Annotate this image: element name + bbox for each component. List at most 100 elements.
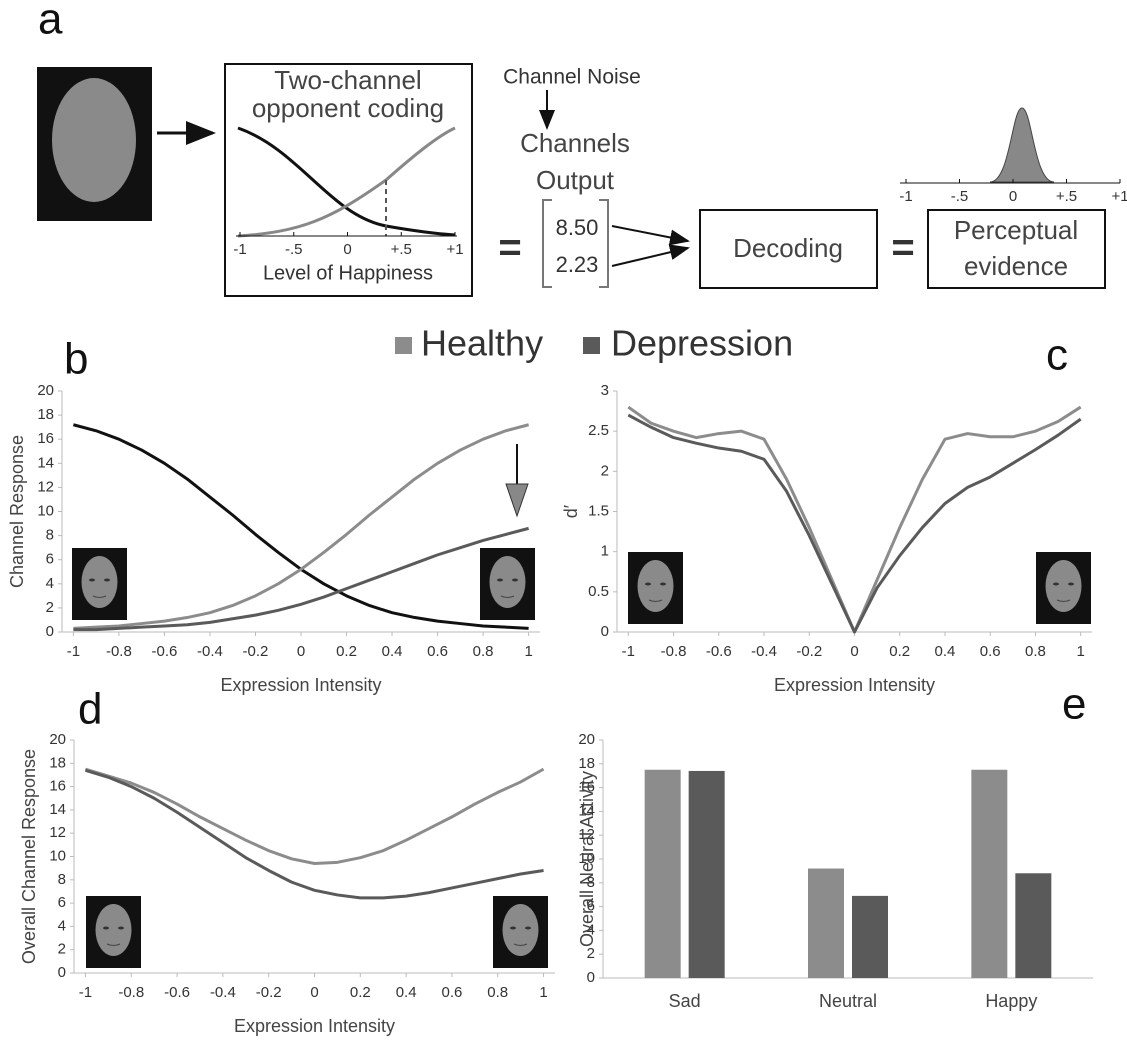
y-tick-label: 2	[587, 945, 595, 962]
x-tick-label: 0	[310, 984, 318, 1001]
x-tick-label: -1	[79, 984, 92, 1001]
y-axis-label: Overall Neural Activity	[577, 771, 597, 947]
ticks: -1 -.5 0 +.5 +1	[233, 232, 464, 258]
y-tick-label: 2	[58, 941, 66, 958]
x-tick-label: 0	[850, 643, 858, 660]
y-tick-label: 14	[37, 454, 54, 471]
decoding-label: Decoding	[733, 233, 843, 263]
y-tick-label: 12	[578, 826, 595, 843]
coding-title: opponent coding	[252, 93, 444, 123]
bar	[644, 769, 681, 978]
x-tick-label: 0.6	[427, 643, 448, 660]
legend-label: Healthy	[421, 323, 543, 364]
y-tick-label: 20	[37, 382, 54, 399]
face-thumbnail	[492, 895, 549, 969]
y-tick-label: 8	[46, 527, 54, 544]
curve	[237, 126, 456, 237]
x-tick-label: -0.2	[256, 984, 282, 1001]
x-tick-label: -0.4	[197, 643, 223, 660]
tick-label: -.5	[285, 241, 303, 258]
evidence-label: evidence	[964, 251, 1068, 281]
x-tick-label: 1	[1077, 643, 1085, 660]
x-tick-label: 0.4	[396, 984, 417, 1001]
y-tick-label: 6	[46, 551, 54, 568]
legend-swatch	[395, 337, 412, 354]
coding-xlabel: Level of Happiness	[263, 262, 433, 284]
y-tick-label: 16	[37, 430, 54, 447]
x-tick-label: -0.8	[106, 643, 132, 660]
y-axis-label: Overall Channel Response	[19, 749, 39, 964]
x-tick-label: 0.4	[382, 643, 403, 660]
y-tick-label: 2	[601, 462, 609, 479]
arrow	[611, 225, 690, 246]
y-tick-label: 0.5	[588, 583, 609, 600]
y-tick-label: 0	[46, 623, 54, 640]
x-tick-label: Happy	[985, 991, 1037, 1011]
series-line	[627, 405, 1082, 634]
y-tick-label: 10	[49, 847, 66, 864]
output-value: 8.50	[556, 215, 599, 240]
series-line	[73, 526, 530, 632]
panel-a: Two-channel opponent coding -1 -.5 0 +.5 +1 …	[37, 63, 1127, 297]
y-tick-label: 6	[58, 894, 66, 911]
x-tick-label: -0.2	[796, 643, 822, 660]
bar	[808, 868, 844, 978]
y-tick-label: 0	[58, 964, 66, 981]
x-tick-label: Sad	[669, 991, 701, 1011]
curve	[237, 126, 456, 238]
face-thumbnail	[85, 895, 142, 969]
y-tick-label: 18	[49, 754, 66, 771]
y-tick-label: 3	[601, 382, 609, 399]
bracket	[542, 199, 609, 288]
x-tick-label: -0.4	[751, 643, 777, 660]
x-tick-label: -0.6	[151, 643, 177, 660]
x-tick-label: 1	[539, 984, 547, 1001]
evidence-label: Perceptual	[954, 215, 1078, 245]
x-tick-label: 0	[297, 643, 305, 660]
tick-label: +.5	[391, 241, 412, 258]
y-tick-label: 2	[46, 599, 54, 616]
tick-label: 0	[343, 241, 351, 258]
face-image	[52, 78, 136, 202]
panel-label: e	[1062, 680, 1086, 729]
y-tick-label: 8	[58, 871, 66, 888]
x-tick-label: -1	[67, 643, 80, 660]
legend-label: Depression	[611, 323, 793, 364]
x-tick-label: -0.6	[164, 984, 190, 1001]
y-tick-label: 12	[37, 478, 54, 495]
series-line	[85, 767, 545, 865]
x-tick-label: -1	[622, 643, 635, 660]
y-tick-label: 14	[578, 802, 595, 819]
noise-label: Channel Noise	[503, 66, 641, 89]
y-tick-label: 16	[578, 779, 595, 796]
x-tick-label: Neutral	[819, 991, 877, 1011]
bar	[852, 895, 888, 978]
y-axis-label: d′	[561, 504, 581, 518]
face-thumbnail	[71, 547, 128, 621]
y-tick-label: 10	[37, 502, 54, 519]
y-tick-label: 16	[49, 778, 66, 795]
x-tick-label: 0.4	[935, 643, 956, 660]
y-tick-label: 4	[46, 575, 54, 592]
x-tick-label: 1	[524, 643, 532, 660]
decoding-box	[699, 209, 878, 289]
panel-label: c	[1046, 331, 1068, 380]
arrow	[611, 244, 690, 267]
series-line	[72, 423, 529, 630]
y-tick-label: 0	[601, 623, 609, 640]
x-tick-label: 0.8	[1025, 643, 1046, 660]
y-tick-label: 4	[58, 917, 66, 934]
y-tick-label: 2.5	[588, 422, 609, 439]
x-tick-label: -0.4	[210, 984, 236, 1001]
face-thumbnail	[479, 547, 536, 621]
y-tick-label: 20	[578, 731, 595, 748]
y-tick-label: 12	[49, 824, 66, 841]
legend-swatch	[583, 337, 600, 354]
x-tick-label: 0.2	[336, 643, 357, 660]
output-title: Channels	[520, 128, 630, 158]
annotation-arrow	[505, 483, 529, 518]
x-tick-label: -0.8	[118, 984, 144, 1001]
evidence-box	[927, 209, 1106, 289]
y-tick-label: 8	[587, 874, 595, 891]
equals: =	[498, 226, 521, 270]
